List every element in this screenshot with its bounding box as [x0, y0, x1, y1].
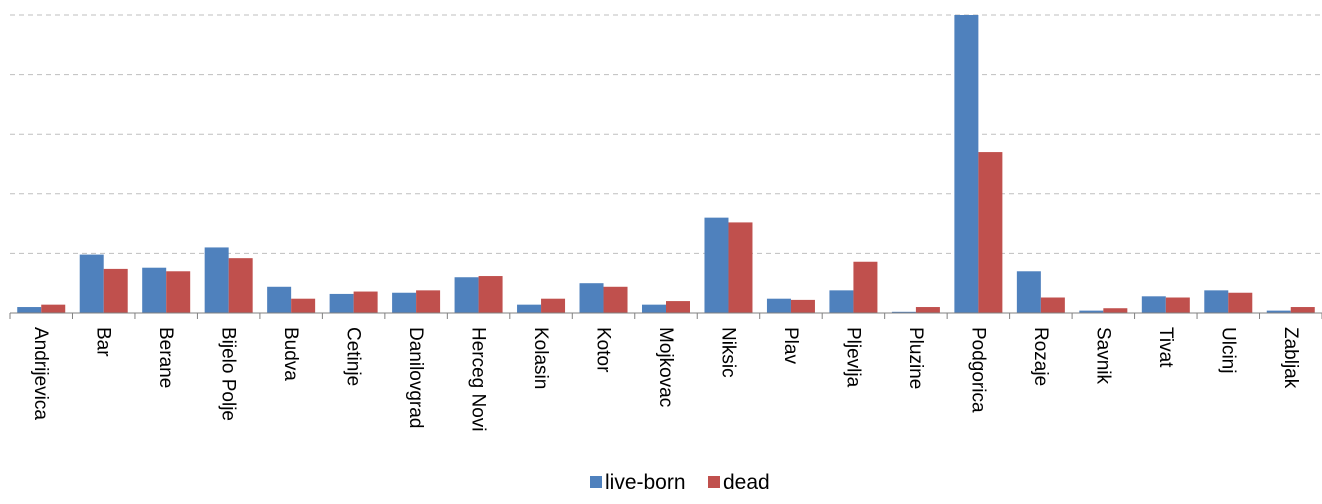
category-label: Niksic: [717, 327, 738, 378]
legend-label-live-born: live-born: [605, 471, 686, 494]
bar-dead: [41, 304, 66, 313]
bar-dead: [1290, 307, 1315, 313]
bar-dead: [666, 301, 690, 313]
bar-live-born: [329, 293, 354, 313]
category-label: Herceg Novi: [468, 327, 489, 432]
bar-dead: [228, 258, 253, 313]
legend-swatch-dead: [708, 476, 720, 488]
bar-live-born: [204, 247, 229, 313]
category-label: Cetinje: [343, 327, 364, 386]
legend: live-born dead: [590, 471, 770, 494]
category-labels: Andrijevica Bar Berane Bijelo Polje Budva Cet…: [30, 327, 1301, 432]
bar-live-born: [1079, 310, 1104, 313]
category-label: Berane: [155, 327, 176, 388]
category-label: Plav: [780, 327, 801, 364]
bar-live-born: [454, 277, 479, 313]
bar-live-born: [891, 311, 916, 313]
x-axis: [9, 312, 1322, 319]
category-label: Kolasin: [530, 327, 551, 389]
bar-live-born: [766, 298, 791, 313]
bar-live-born: [1016, 271, 1041, 313]
bar-live-born: [1266, 310, 1291, 313]
category-label: Mojkovac: [655, 327, 676, 407]
bar-live-born: [579, 283, 604, 313]
bar-dead: [416, 290, 441, 313]
bar-live-born: [1204, 290, 1229, 313]
category-label: Podgorica: [967, 327, 988, 413]
gridlines: [10, 14, 1322, 254]
bars: [17, 15, 1315, 313]
bar-dead: [603, 286, 628, 313]
bar-dead: [103, 268, 128, 313]
category-label: Bijelo Polje: [218, 327, 239, 421]
category-label: Tivat: [1155, 327, 1176, 368]
legend-swatch-live-born: [590, 476, 602, 488]
bar-dead: [790, 299, 815, 313]
bar-live-born: [142, 267, 167, 313]
bar-live-born: [829, 290, 854, 313]
bar-live-born: [1141, 296, 1166, 313]
bar-dead: [915, 307, 940, 313]
bar-dead: [728, 222, 753, 313]
bar-dead: [1103, 308, 1128, 313]
bar-dead: [978, 152, 1003, 313]
bar-dead: [166, 271, 191, 313]
category-label: Ulcinj: [1217, 327, 1238, 373]
bar-dead: [853, 261, 878, 313]
category-label: Bar: [93, 327, 114, 357]
category-label: Budva: [280, 327, 301, 381]
bar-dead: [1040, 297, 1065, 313]
bar-live-born: [79, 254, 104, 313]
category-label: Zabljak: [1280, 327, 1301, 389]
bar-live-born: [704, 217, 729, 313]
legend-label-dead: dead: [723, 471, 770, 494]
category-label: Andrijevica: [30, 327, 51, 420]
bar-live-born: [642, 304, 666, 313]
category-label: Kotor: [593, 327, 614, 373]
bar-live-born: [267, 286, 292, 313]
category-label: Danilovgrad: [405, 327, 426, 428]
category-label: Savnik: [1092, 327, 1113, 385]
bar-dead: [353, 291, 378, 313]
bar-live-born: [954, 15, 979, 313]
category-label: Rozaje: [1030, 327, 1051, 386]
bar-dead: [541, 298, 566, 313]
bar-dead: [1228, 292, 1253, 313]
bar-live-born: [17, 307, 42, 313]
bar-dead: [1165, 297, 1190, 313]
bar-dead: [478, 276, 503, 313]
bar-live-born: [517, 304, 542, 313]
category-label: Pluzine: [905, 327, 926, 389]
bar-live-born: [392, 292, 417, 313]
bar-dead: [291, 298, 316, 313]
category-label: Pljevlja: [842, 327, 863, 388]
